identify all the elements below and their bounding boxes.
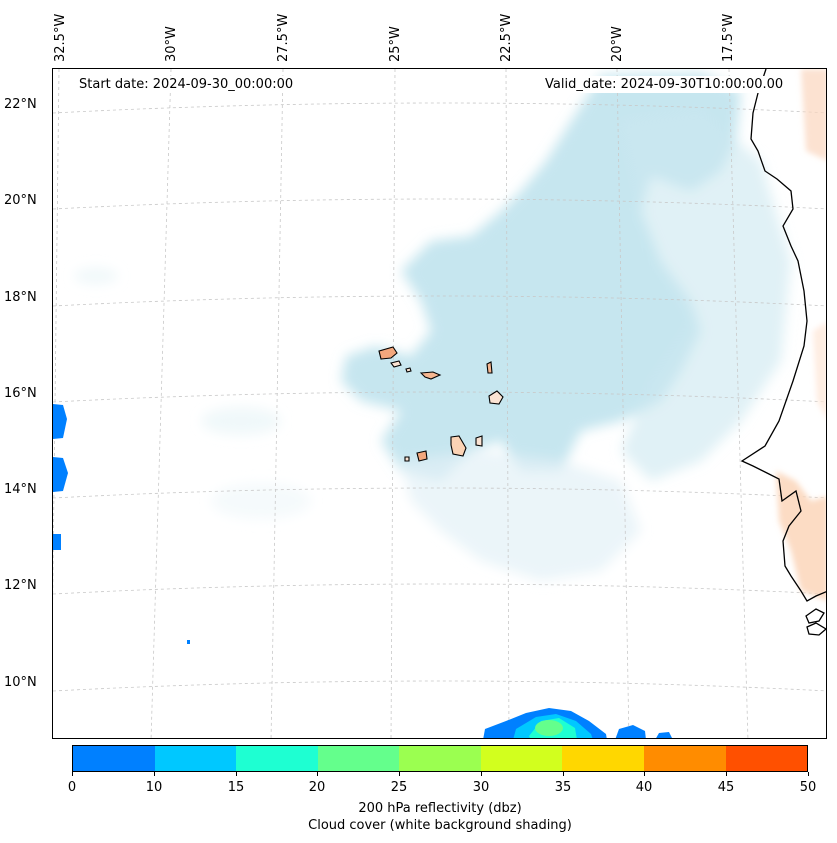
colorbar-segment-6 bbox=[562, 746, 644, 771]
lon-label-32-5w: 32.5°W bbox=[53, 13, 68, 62]
gridline-lat-22n bbox=[53, 102, 826, 114]
valid-date-label: Valid_date: 2024-09-30T10:00:00.00 bbox=[539, 76, 790, 93]
refl-cell-west-2 bbox=[53, 457, 68, 492]
lon-label-20w: 20°W bbox=[610, 26, 625, 62]
colorbar-segment-3 bbox=[317, 746, 400, 771]
cloud-patch-nw bbox=[74, 268, 118, 284]
island-brava bbox=[404, 456, 410, 462]
colorbar-tick-mark bbox=[808, 772, 809, 776]
lat-label-22n: 22°N bbox=[4, 97, 37, 112]
colorbar-tick-label: 30 bbox=[472, 780, 490, 795]
coastal-shading-south bbox=[776, 471, 826, 601]
cloud-band-east bbox=[621, 111, 791, 481]
colorbar-tick-mark bbox=[563, 772, 564, 776]
refl-cell-west-1 bbox=[53, 404, 67, 439]
refl-cell-speck bbox=[187, 640, 190, 644]
lon-label-22-5w: 22.5°W bbox=[499, 13, 514, 62]
colorbar-tick-label: 40 bbox=[635, 780, 653, 795]
island-santiago bbox=[450, 435, 467, 457]
gridline-lat-16n bbox=[53, 391, 826, 403]
gridline-lon-27-5w bbox=[270, 69, 284, 738]
colorbar-segment-5 bbox=[480, 746, 563, 771]
island-fogo bbox=[416, 450, 428, 462]
colorbar-segment-1 bbox=[154, 746, 237, 771]
coastal-shading-east bbox=[813, 322, 826, 418]
coastal-shading bbox=[776, 69, 826, 601]
reflectivity-cells bbox=[53, 404, 672, 738]
colorbar-segment-2 bbox=[236, 746, 318, 771]
lon-label-30w: 30°W bbox=[164, 26, 179, 62]
colorbar-tick-label: 50 bbox=[799, 780, 817, 795]
gridline-lon-20w bbox=[616, 69, 630, 738]
lat-label-10n: 10°N bbox=[4, 675, 37, 690]
colorbar-segment-0 bbox=[73, 746, 155, 771]
colorbar-sublabel: Cloud cover (white background shading) bbox=[308, 818, 572, 833]
colorbar-segment-8 bbox=[725, 746, 808, 771]
cape-verde-islands bbox=[378, 346, 504, 462]
colorbar-tick-label: 10 bbox=[145, 780, 163, 795]
colorbar-tick-mark bbox=[644, 772, 645, 776]
lat-label-16n: 16°N bbox=[4, 386, 37, 401]
lat-label-18n: 18°N bbox=[4, 290, 37, 305]
coastline bbox=[740, 69, 826, 636]
colorbar-tick-label: 20 bbox=[308, 780, 326, 795]
colorbar-tick-mark bbox=[317, 772, 318, 776]
island-sao-vicente bbox=[390, 360, 402, 368]
colorbar-tick-mark bbox=[726, 772, 727, 776]
coastline-mainland bbox=[740, 69, 826, 602]
gridline-lon-17-5w bbox=[728, 69, 749, 738]
cloud-cover-shading bbox=[74, 73, 791, 581]
gridline-lon-22-5w bbox=[505, 69, 510, 738]
colorbar-tick-label: 25 bbox=[390, 780, 408, 795]
colorbar-segment-4 bbox=[399, 746, 481, 771]
lon-label-27-5w: 27.5°W bbox=[276, 13, 291, 62]
cloud-patch-sw bbox=[211, 483, 311, 519]
colorbar-tick-label: 0 bbox=[67, 780, 77, 795]
gridline-lon-25w bbox=[390, 69, 396, 738]
gridline-lon-32-5w bbox=[53, 69, 60, 607]
lon-label-17-5w: 17.5°W bbox=[721, 13, 736, 62]
map-panel bbox=[52, 68, 827, 739]
colorbar-tick-mark bbox=[72, 772, 73, 776]
map-canvas bbox=[53, 69, 826, 738]
gridline-lat-12n bbox=[53, 583, 826, 595]
colorbar-label: 200 hPa reflectivity (dbz) bbox=[358, 801, 522, 816]
refl-cell-south-east-2 bbox=[656, 732, 672, 738]
coastline-bissagos bbox=[805, 608, 826, 636]
gridline-lon-30w bbox=[150, 69, 172, 738]
colorbar-segment-7 bbox=[643, 746, 726, 771]
lat-label-12n: 12°N bbox=[4, 578, 37, 593]
coastal-shading-north bbox=[801, 69, 826, 161]
island-boa-vista bbox=[488, 390, 504, 405]
lat-label-14n: 14°N bbox=[4, 482, 37, 497]
gridline-lat-20n bbox=[53, 198, 826, 210]
island-sao-nicolau bbox=[419, 371, 442, 380]
colorbar-tick-mark bbox=[236, 772, 237, 776]
island-sal bbox=[486, 361, 493, 374]
colorbar bbox=[72, 745, 808, 772]
island-santo-antao bbox=[378, 346, 398, 360]
gridline-lat-18n bbox=[53, 295, 826, 307]
colorbar-tick-mark bbox=[154, 772, 155, 776]
gridline-lat-14n bbox=[53, 487, 826, 499]
island-santa-luzia bbox=[405, 367, 412, 373]
colorbar-tick-label: 15 bbox=[227, 780, 245, 795]
island-maio bbox=[475, 435, 483, 447]
refl-cell-south-east-1 bbox=[615, 725, 646, 738]
gridline-lat-10n bbox=[53, 680, 826, 692]
lat-label-20n: 20°N bbox=[4, 193, 37, 208]
colorbar-tick-mark bbox=[481, 772, 482, 776]
refl-cell-south-core bbox=[535, 720, 563, 736]
refl-cell-west-3 bbox=[53, 534, 61, 550]
start-date-label: Start date: 2024-09-30_00:00:00 bbox=[73, 76, 300, 93]
lon-label-25w: 25°W bbox=[388, 26, 403, 62]
cloud-patch-west bbox=[201, 407, 281, 435]
colorbar-tick-mark bbox=[399, 772, 400, 776]
colorbar-tick-label: 35 bbox=[554, 780, 572, 795]
colorbar-tick-label: 45 bbox=[717, 780, 735, 795]
cloud-band-south bbox=[401, 451, 641, 581]
